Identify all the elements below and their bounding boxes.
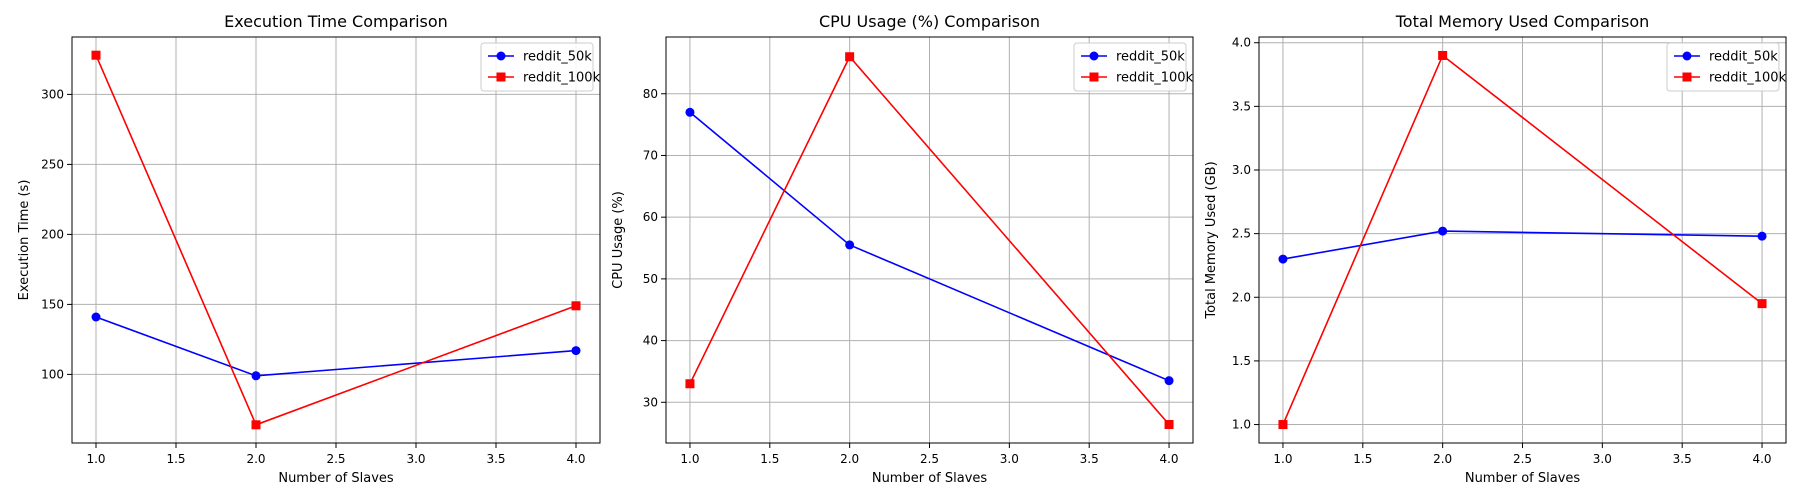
y-tick-label: 2.0 [1232,290,1251,304]
y-tick-label: 200 [41,227,64,241]
legend-marker-reddit_50k [1682,51,1692,61]
x-tick-label: 2.0 [246,452,265,466]
x-tick-label: 4.0 [1752,452,1771,466]
legend-marker-reddit_50k [496,51,506,61]
y-axis-label: CPU Usage (%) [611,191,626,289]
data-point-reddit_50k [1278,254,1288,264]
x-tick-label: 1.0 [86,452,105,466]
y-tick-label: 250 [41,157,64,171]
x-tick-label: 2.5 [326,452,345,466]
x-tick-label: 3.5 [1673,452,1692,466]
y-tick-label: 70 [643,148,658,162]
x-tick-label: 4.0 [1159,452,1178,466]
legend-box [1666,42,1780,92]
data-point-reddit_100k [1278,420,1288,430]
data-point-reddit_50k [1757,231,1767,241]
data-point-reddit_50k [1438,226,1448,236]
y-tick-label: 60 [643,210,658,224]
x-tick-label: 1.0 [680,452,699,466]
legend-label: reddit_100k [1116,71,1194,86]
y-tick-label: 300 [41,87,64,101]
series-reddit_100k [1278,50,1767,430]
y-tick-label: 40 [643,334,658,348]
y-tick-label: 4.0 [1232,36,1251,50]
x-tick-label: 2.0 [840,452,859,466]
legend-label: reddit_100k [523,71,601,86]
legend: reddit_50k reddit_100k [1666,42,1787,92]
data-point-reddit_100k [1164,419,1174,429]
y-tick-label: 2.5 [1232,227,1251,241]
data-point-reddit_50k [571,346,581,356]
y-tick-label: 150 [41,297,64,311]
legend-label: reddit_50k [523,50,592,65]
y-tick-label: 100 [41,367,64,381]
series-reddit_100k [685,52,1174,429]
legend-marker-reddit_100k [1089,72,1099,82]
data-point-reddit_100k [91,50,101,60]
y-axis-label: Total Memory Used (GB) [1204,161,1219,319]
series-reddit_50k [685,107,1174,386]
legend-box [1073,42,1187,92]
chart-panel-3: 1.0 1.5 2.0 2.5 3.0 3.5 4.0 1.0 1.5 2.0 2.5 3.0 3.5 4… [1204,12,1787,486]
data-point-reddit_100k [845,52,855,62]
x-tick-label: 1.5 [166,452,185,466]
y-tick-label: 1.0 [1232,418,1251,432]
series-reddit_50k [91,312,581,381]
x-tick-label: 1.5 [1353,452,1372,466]
legend-marker-reddit_100k [496,72,506,82]
y-tick-label: 80 [643,87,658,101]
chart-title: Total Memory Used Comparison [1395,12,1650,31]
legend-label: reddit_50k [1116,50,1185,65]
data-point-reddit_50k [251,371,261,381]
data-point-reddit_50k [845,240,855,250]
y-tick-label: 50 [643,272,658,286]
legend-marker-reddit_100k [1682,72,1692,82]
data-point-reddit_100k [1757,299,1767,309]
y-tick-label: 30 [643,395,658,409]
series-reddit_50k [1278,226,1767,264]
x-tick-label: 1.5 [760,452,779,466]
y-axis-label: Execution Time (s) [17,180,32,301]
legend-label: reddit_50k [1709,50,1778,65]
x-tick-label: 3.5 [1080,452,1099,466]
legend-marker-reddit_50k [1089,51,1099,61]
data-point-reddit_50k [91,312,101,322]
x-axis-label: Number of Slaves [1465,471,1581,486]
data-point-reddit_100k [1438,50,1448,60]
chart-title: Execution Time Comparison [224,12,448,31]
data-point-reddit_50k [1164,376,1174,386]
x-tick-label: 2.5 [920,452,939,466]
legend: reddit_50k reddit_100k [1073,42,1194,92]
legend-box [480,42,594,92]
chart-panel-1: 1.0 1.5 2.0 2.5 3.0 3.5 4.0 100 150 200 250 300 Exec… [17,12,601,486]
x-tick-label: 3.0 [406,452,425,466]
series-reddit_100k [91,50,581,430]
chart-panel-2: 1.0 1.5 2.0 2.5 3.0 3.5 4.0 30 40 50 60 70 80 CPU Usa… [611,12,1194,486]
legend-label: reddit_100k [1709,71,1787,86]
chart-title: CPU Usage (%) Comparison [819,12,1040,31]
data-point-reddit_100k [251,420,261,430]
x-tick-label: 4.0 [566,452,585,466]
x-tick-label: 3.5 [486,452,505,466]
y-tick-label: 3.5 [1232,99,1251,113]
x-tick-label: 1.0 [1273,452,1292,466]
data-point-reddit_100k [571,301,581,311]
y-tick-label: 3.0 [1232,163,1251,177]
x-tick-label: 2.5 [1513,452,1532,466]
data-point-reddit_100k [685,379,695,389]
x-axis-label: Number of Slaves [872,471,988,486]
legend: reddit_50k reddit_100k [480,42,601,92]
x-tick-label: 3.0 [1000,452,1019,466]
x-tick-label: 2.0 [1433,452,1452,466]
x-tick-label: 3.0 [1593,452,1612,466]
y-tick-label: 1.5 [1232,354,1251,368]
data-point-reddit_50k [685,107,695,117]
x-axis-label: Number of Slaves [278,471,394,486]
